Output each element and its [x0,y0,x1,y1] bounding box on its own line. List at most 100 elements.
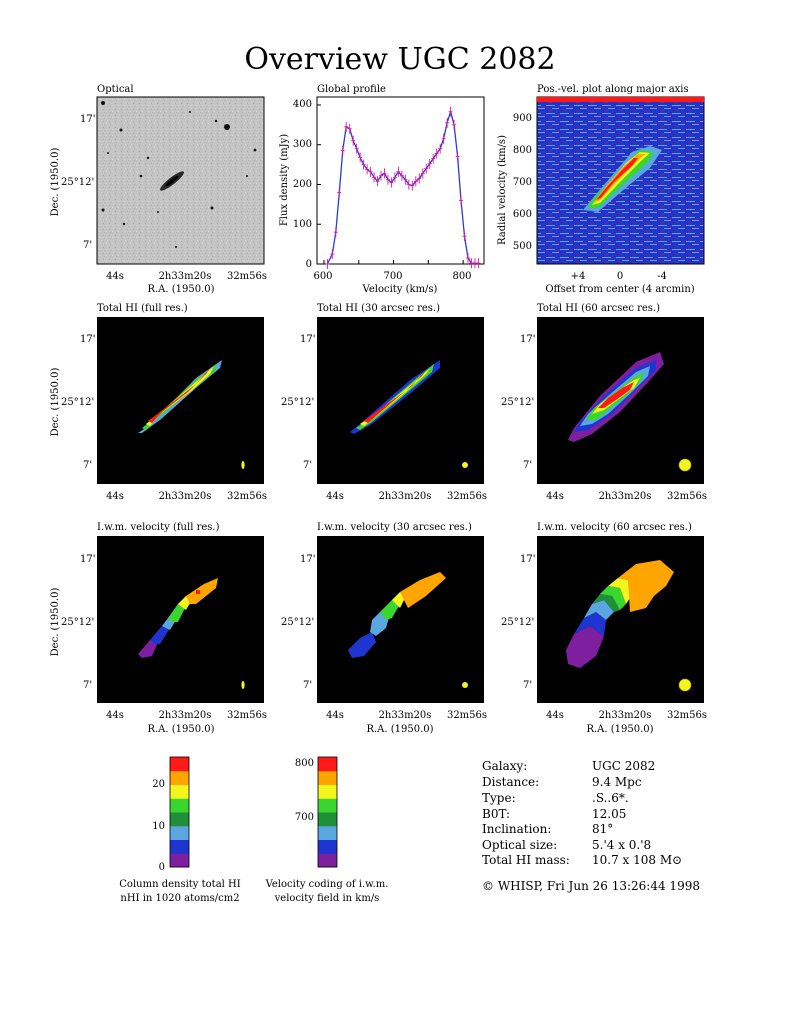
vel-full-xtick-1: 44s [106,710,124,721]
optical-xtick-1: 44s [106,271,124,282]
hi-30-ytick-1: 17' [300,334,315,345]
hi-30-ytick-2: 25°12' [281,397,314,408]
hi-full-ytick-1: 17' [80,334,95,345]
velocity-color-step [318,812,337,827]
pv-image [536,96,705,265]
optical-xlabel: R.A. (1950.0) [147,284,214,295]
hi-ylabel: Dec. (1950.0) [50,368,61,437]
vel-full-ytick-2: 25°12' [61,617,94,628]
vel-full-ytick-1: 17' [80,554,95,565]
info-val-distance: 9.4 Mpc [592,775,642,789]
velocity-color-step [318,757,337,772]
hi-30-map [317,317,484,484]
velocity-color-step [318,770,337,785]
profile-panel-label: Global profile [317,84,386,95]
profile-point [465,253,470,264]
profile-point [330,249,335,260]
pv-ytick-600: 600 [513,209,532,220]
hi-60-xtick-1: 44s [546,491,564,502]
pv-xtick-plus4: +4 [571,271,586,282]
vel-30-xtick-1: 44s [326,710,344,721]
velocity-colorbar [317,756,338,868]
profile-point [459,195,464,206]
info-val-galaxy: UGC 2082 [592,759,655,773]
info-key-himass: Total HI mass: [482,853,570,867]
velocity-color-step [318,853,337,868]
density-colorbar-frame [169,756,190,868]
info-key-galaxy: Galaxy: [482,759,527,773]
profile-point [420,168,425,179]
profile-xlabel: Velocity (km/s) [362,284,438,295]
density-color-step [170,798,189,813]
hi-60-beam [678,458,692,472]
hi-full-ytick-3: 7' [83,460,92,471]
profile-point [368,166,373,177]
profile-point [375,176,380,187]
info-val-btmag: 12.05 [592,807,626,821]
profile-point [472,258,477,269]
credit-footer: © WHISP, Fri Jun 26 13:26:44 1998 [482,879,700,893]
hi-full-xtick-3: 32m56s [227,491,267,502]
pv-ytick-800: 800 [513,145,532,156]
velocity-color-step [318,839,337,854]
vel-60-map [537,536,704,703]
info-key-distance: Distance: [482,775,539,789]
hi-full-xtick-2: 2h33m20s [159,491,212,502]
vel-30-label: I.w.m. velocity (30 arcsec res.) [317,522,472,533]
hi-full-label: Total HI (full res.) [97,303,188,314]
vel-axis-ticks: 17' 25°12' 7' 17' 25°12' 7' 17' 25°12' 7… [61,554,707,721]
profile-point [337,187,342,198]
density-color-step [170,757,189,772]
optical-panel-label: Optical [97,84,134,95]
profile-point [379,170,384,181]
velocity-tick-800: 800 [295,758,314,769]
vel-full-xtick-2: 2h33m20s [159,710,212,721]
hi-30-xtick-1: 44s [326,491,344,502]
vel-60-label: I.w.m. velocity (60 arcsec res.) [537,522,692,533]
page-title: Overview UGC 2082 [244,42,555,77]
velocity-colorbar-frame [317,756,338,868]
density-color-step [170,784,189,799]
profile-point [351,135,356,146]
density-tick-20: 20 [152,779,165,790]
pv-ytick-500: 500 [513,241,532,252]
vel-60-xtick-3: 32m56s [667,710,707,721]
info-key-inclination: Inclination: [482,822,551,836]
vel-full-xlabel: R.A. (1950.0) [147,724,214,735]
hi-60-label: Total HI (60 arcsec res.) [537,303,660,314]
density-caption-2-text: nHI in 1020 atoms/cm2 [120,893,239,904]
vel-ylabel: Dec. (1950.0) [50,588,61,657]
hi-30-xtick-3: 32m56s [447,491,487,502]
velocity-caption-1: Velocity coding of i.w.m. [265,879,389,890]
optical-image [96,96,265,265]
profile-point [455,151,460,162]
profile-xtick-800: 800 [452,271,471,282]
hi-30-beam [462,462,468,468]
profile-point [385,174,390,185]
profile-point [438,143,443,154]
profile-point [396,166,401,177]
pv-ytick-700: 700 [513,177,532,188]
vel-60-beam [678,678,692,692]
profile-point [325,259,330,269]
profile-ytick-100: 100 [293,219,312,230]
vel-60-xlabel: R.A. (1950.0) [586,724,653,735]
profile-point [389,177,394,188]
vel-60-xtick-2: 2h33m20s [599,710,652,721]
vel-full-xtick-3: 32m56s [227,710,267,721]
profile-ytick-0: 0 [306,259,312,270]
profile-point [347,123,352,134]
density-tick-10: 10 [152,821,165,832]
vel-full-beam [241,681,245,689]
optical-ytick-1: 17' [80,114,95,125]
vel-30-ytick-1: 17' [300,554,315,565]
profile-point [431,153,436,164]
hi-60-ytick-1: 17' [520,334,535,345]
info-key-optical-size: Optical size: [482,838,557,852]
info-key-btmag-text: B0T: [482,807,510,821]
vel-full-label: I.w.m. velocity (full res.) [97,522,220,533]
profile-ytick-400: 400 [293,99,312,110]
density-color-step [170,812,189,827]
profile-point [403,174,408,185]
hi-30-xtick-2: 2h33m20s [379,491,432,502]
